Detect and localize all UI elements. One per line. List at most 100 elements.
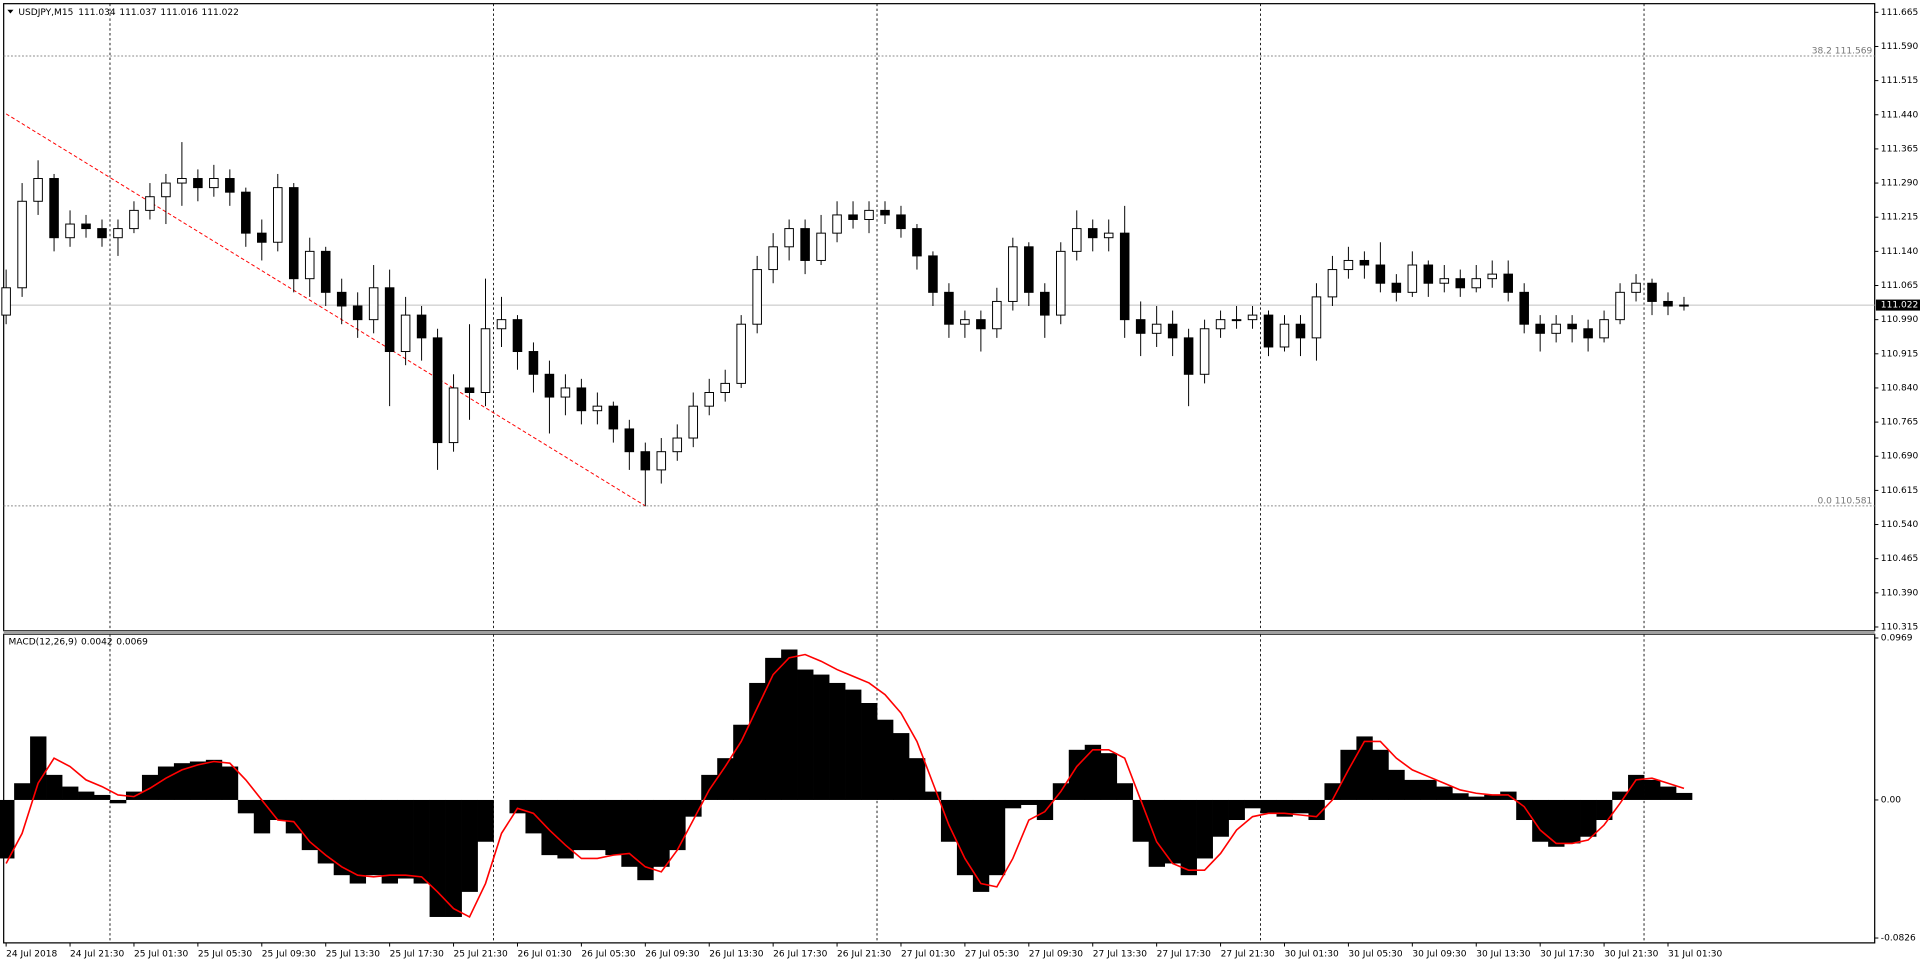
candle-body: [592, 405, 603, 412]
x-tick-label: 24 Jul 2018: [6, 949, 57, 959]
macd-bar: [1356, 736, 1373, 800]
candle-body: [1503, 273, 1513, 293]
candle-body: [1040, 291, 1050, 316]
candle-body: [1375, 264, 1386, 284]
candle-body: [528, 351, 539, 375]
candle-body: [768, 246, 778, 271]
header-high: 111.037: [119, 8, 156, 18]
macd-value: 0.0042: [81, 637, 113, 647]
macd-bar: [94, 794, 111, 800]
candle-body: [368, 287, 379, 321]
macd-bar: [733, 724, 750, 800]
macd-bar: [1564, 799, 1581, 844]
candle-body: [209, 178, 219, 189]
macd-bar: [1244, 799, 1261, 809]
candle-body: [640, 451, 651, 471]
candle-body: [608, 405, 619, 430]
macd-bar: [509, 799, 526, 814]
macd-bar: [1340, 749, 1357, 800]
y-tick-label: 111.440: [1881, 110, 1919, 120]
x-tick-label: 25 Jul 09:30: [262, 949, 316, 959]
candle-body: [129, 209, 139, 230]
fib-label: 38.2 111.569: [1812, 47, 1873, 57]
macd-bar: [653, 799, 670, 867]
macd-bar: [717, 758, 734, 800]
candle-body: [480, 328, 491, 393]
candle-body: [1151, 323, 1162, 334]
candle-body: [145, 196, 155, 211]
macd-bar: [1100, 753, 1118, 800]
candle-body: [241, 191, 251, 234]
macd-bar: [749, 682, 766, 800]
y-tick-label: -0.0826: [1881, 934, 1916, 944]
candle-body: [1551, 323, 1561, 334]
macd-bar: [1308, 799, 1325, 821]
candle-body: [1583, 328, 1593, 339]
header-low: 111.016: [160, 8, 198, 18]
macd-bar: [988, 799, 1006, 876]
macd-bar: [1484, 794, 1501, 800]
y-tick-label: 111.590: [1881, 42, 1919, 52]
macd-bar: [877, 719, 894, 800]
macd-bar: [1324, 783, 1341, 800]
candle-body: [1183, 337, 1194, 375]
candle-body: [448, 387, 459, 444]
y-tick-label: 110.315: [1881, 622, 1918, 632]
x-tick-label: 27 Jul 21:30: [1221, 949, 1275, 959]
candle-body: [1519, 291, 1529, 325]
macd-bar: [1228, 799, 1245, 821]
macd-bar: [62, 786, 79, 800]
x-tick-label: 31 Jul 01:30: [1668, 949, 1722, 959]
y-tick-label: 111.515: [1881, 76, 1918, 86]
macd-bar: [78, 791, 95, 800]
macd-bar: [1036, 799, 1054, 821]
macd-bar: [1612, 791, 1629, 800]
candle-body: [1343, 259, 1354, 271]
macd-bar: [445, 799, 462, 917]
candle-body: [49, 178, 59, 239]
candle-body: [704, 392, 715, 407]
macd-bar: [1675, 792, 1693, 800]
macd-bar: [365, 799, 383, 876]
candle-body: [1391, 282, 1402, 293]
macd-bar: [972, 799, 990, 892]
macd-bar: [1020, 799, 1038, 805]
y-tick-label: 110.465: [1881, 554, 1918, 564]
y-tick-label: 110.915: [1881, 349, 1918, 359]
macd-bar: [1436, 786, 1453, 800]
candle-body: [720, 382, 730, 393]
candle-body: [1008, 246, 1018, 302]
candle-body: [352, 305, 363, 321]
candle-body: [1199, 328, 1210, 375]
candle-body: [1455, 278, 1466, 289]
candle-body: [624, 428, 635, 453]
macd-bar: [589, 799, 606, 851]
candle-body: [65, 223, 75, 239]
last-price-box: [1875, 299, 1920, 311]
macd-bar: [1164, 799, 1181, 864]
macd-bar: [1196, 799, 1213, 859]
menu-arrow[interactable]: [7, 9, 14, 14]
macd-bar: [1004, 799, 1022, 809]
candle-body: [288, 187, 299, 280]
chart-header: USDJPY,M15 111.034 111.037 111.016 111.022: [18, 8, 239, 18]
y-tick-label: 110.540: [1881, 520, 1919, 530]
macd-bar: [956, 799, 974, 876]
macd-bar: [205, 759, 223, 800]
macd-bar: [845, 689, 862, 800]
candle-body: [97, 228, 107, 239]
macd-bar: [1292, 799, 1309, 814]
macd-bar: [285, 799, 303, 834]
x-tick-label: 26 Jul 05:30: [581, 949, 635, 959]
candle-body: [672, 437, 683, 453]
candle-body: [17, 200, 27, 289]
macd-bar: [1532, 799, 1549, 842]
y-tick-label: 110.390: [1881, 588, 1919, 598]
candle-body: [512, 319, 523, 353]
candle-body: [1295, 323, 1306, 339]
macd-bar: [605, 799, 622, 856]
x-tick-label: 26 Jul 21:30: [837, 949, 891, 959]
macd-bar: [892, 733, 910, 800]
